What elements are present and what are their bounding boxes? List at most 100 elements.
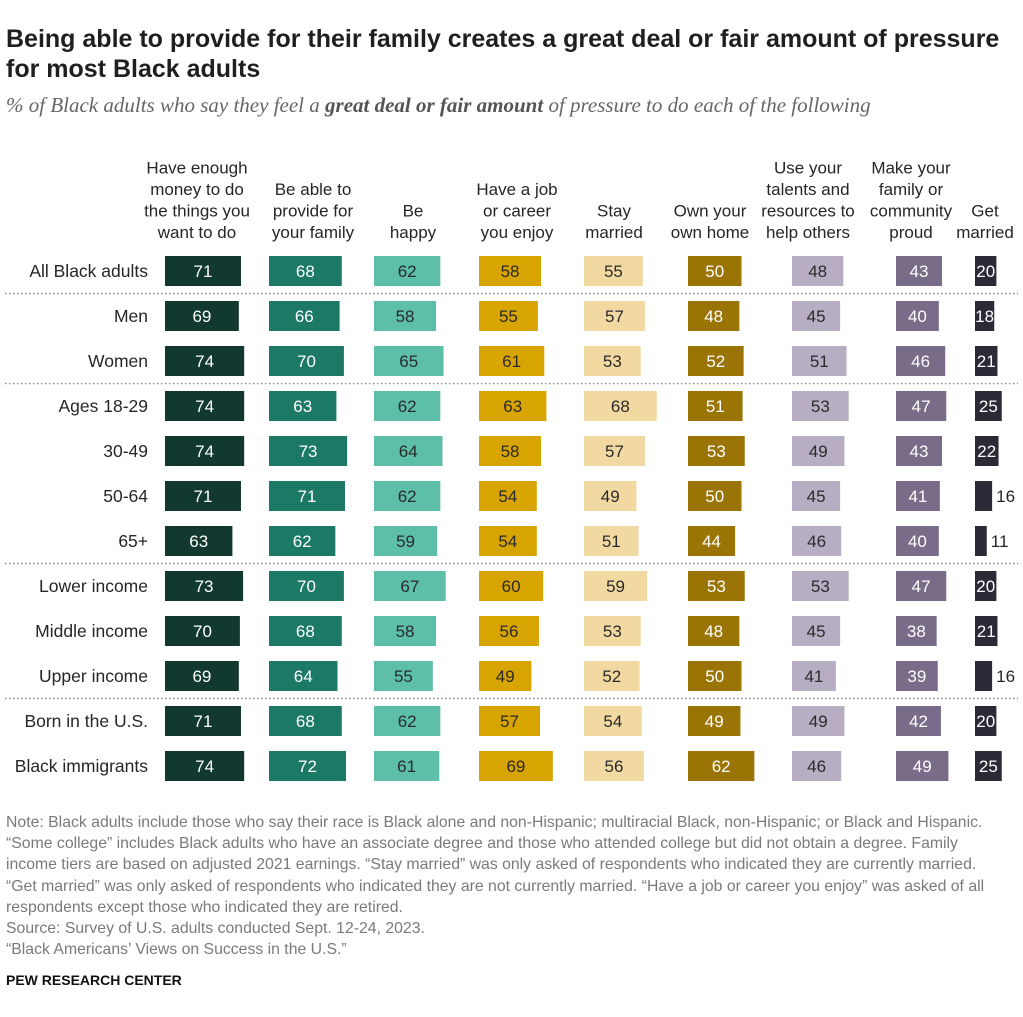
bar [975,481,993,511]
column-header-line: community [870,202,953,221]
bar [896,481,940,511]
report-title: “Black Americans’ Views on Success in th… [6,941,347,959]
bar [374,481,441,511]
column-header-line: Have a job [476,180,557,199]
bar [479,706,540,736]
column-header-line: your family [272,223,355,242]
column-header: Have enough money to do the things you want… [144,159,250,243]
column-header-line: help others [766,223,850,242]
bar-value-label: 48 [704,307,723,326]
bar-series: 20 18 21 25 22 16 11 20 21 16 20 25 [975,256,1015,781]
bar [975,301,995,331]
bar-value-label: 62 [398,487,417,506]
bar [584,256,643,286]
bar-value-label: 49 [496,667,515,686]
bar [584,301,645,331]
column-header: Be happy [390,202,437,243]
row-label: 50-64 [103,486,148,506]
note-line: income tiers are based on adjusted 2021 … [6,856,977,874]
bar-value-label: 55 [394,667,413,686]
bar-value-label: 66 [295,307,314,326]
bar-value-label: 51 [706,397,725,416]
bar [975,526,987,556]
bar-value-label: 54 [603,712,622,731]
bar-value-label: 61 [502,352,521,371]
bar-value-label: 63 [293,397,312,416]
bar [792,481,841,511]
bar [374,706,441,736]
bar [374,571,446,601]
bar-value-label: 49 [809,712,828,731]
bar-value-label: 46 [911,352,930,371]
bar-value-label: 21 [977,352,996,371]
row-label: All Black adults [29,261,148,281]
column-header-line: Stay [597,202,632,221]
bar [479,436,542,466]
bar [269,526,336,556]
column-header-line: Get [971,202,999,221]
column-header-line: own home [671,223,749,242]
column-header-line: happy [390,223,437,242]
bar-value-label: 69 [192,307,211,326]
bar [165,301,239,331]
bar-series: 68 66 70 63 73 71 62 70 68 64 68 72 [269,256,348,781]
bar-value-label: 25 [979,757,998,776]
bar-value-label: 63 [503,397,522,416]
bar [975,256,997,286]
bar [269,256,342,286]
row-label: Born in the U.S. [24,711,148,731]
bar [374,256,441,286]
subtitle-emphasis: great deal or fair amount [325,93,544,117]
row-label: Lower income [39,576,148,596]
column-header-line: or career [483,202,551,221]
bar-value-label: 51 [810,352,829,371]
bar-value-label: 57 [500,712,519,731]
bar [896,391,947,421]
column-header-line: Own your [674,202,747,221]
bar-value-label: 39 [907,667,926,686]
bar-value-label: 16 [996,487,1015,506]
bar-value-label: 43 [910,442,929,461]
bar [896,256,943,286]
bar-value-label: 70 [193,622,212,641]
row-label: Ages 18-29 [58,396,148,416]
bar [792,526,842,556]
bar [584,661,640,691]
bar-value-label: 71 [298,487,317,506]
bar [374,526,438,556]
row-label: Upper income [39,666,148,686]
bar [688,391,743,421]
bar [975,346,998,376]
bar [975,436,999,466]
pew-research-center-logo: PEW RESEARCH CENTER [6,972,182,988]
bar-value-label: 54 [498,532,517,551]
bar-value-label: 56 [499,622,518,641]
bar-value-label: 45 [807,622,826,641]
bar [792,301,841,331]
row-label: Women [88,351,148,371]
column-header: Get married [956,202,1014,243]
bar [479,751,553,781]
bar [165,391,245,421]
column-header: Own your own home [671,202,749,243]
bar-value-label: 50 [705,487,724,506]
column-header-line: married [585,223,643,242]
bar-value-label: 58 [396,307,415,326]
bar-value-label: 73 [195,577,214,596]
bar-value-label: 45 [807,487,826,506]
bar [688,436,745,466]
bar-value-label: 68 [296,712,315,731]
bar [479,481,537,511]
bar [792,706,845,736]
note-line: “Some college” includes Black adults who… [6,835,958,853]
bar-value-label: 49 [601,487,620,506]
column-header-line: Have enough [146,159,247,178]
row-label: Middle income [35,621,148,641]
bar-value-label: 64 [294,667,313,686]
bar-value-label: 59 [606,577,625,596]
column-header-line: Be able to [275,180,352,199]
row-label: 30-49 [103,441,148,461]
bar [584,436,645,466]
column-header: Be able to provide for your family [272,180,355,242]
bar-value-label: 71 [194,712,213,731]
